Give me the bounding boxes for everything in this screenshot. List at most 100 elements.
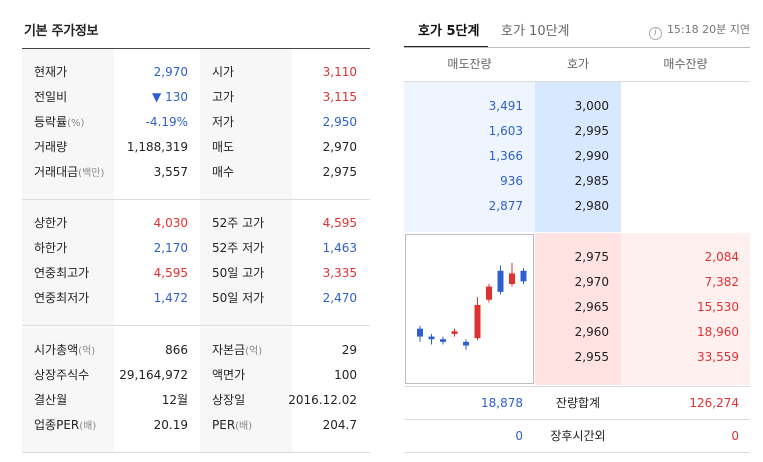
info-label: 상장일 (212, 388, 245, 413)
info-label-text: 자본금 (212, 343, 246, 357)
candle-body (486, 286, 492, 300)
info-row: 거래대금(백만) 3,557 매수 2,975 (22, 160, 370, 185)
divider (404, 419, 750, 420)
info-label-text: 등락률 (34, 115, 68, 129)
basic-stock-info-panel: 기본 주가정보 현재가 2,970 시가 3,110 전일비 ▼ 130 고가 3,115 등락… (22, 0, 370, 462)
candle-body (417, 328, 423, 337)
bid-area (621, 233, 750, 385)
candle (428, 333, 435, 345)
info-label: 매도 (212, 135, 234, 160)
divider (404, 81, 750, 82)
bid-price[interactable]: 2,970 (574, 275, 609, 289)
info-label: 52주 고가 (212, 211, 264, 236)
candle-body (520, 270, 527, 282)
info-value: 4,595 (153, 266, 188, 280)
tab-5-level[interactable]: 호가 5단계 (418, 24, 480, 39)
info-label-text: 시가총액 (34, 343, 79, 357)
info-label-text: 52주 고가 (212, 216, 265, 230)
info-label: 50일 고가 (212, 261, 264, 286)
info-label-text: 매도 (212, 140, 235, 154)
bid-price[interactable]: 2,965 (574, 300, 609, 314)
bid-price[interactable]: 2,955 (574, 350, 609, 364)
info-value: 2,970 (322, 140, 357, 154)
info-value: 2,170 (153, 241, 188, 255)
divider (404, 452, 750, 453)
info-value: 20.19 (153, 418, 188, 432)
ask-price[interactable]: 2,985 (574, 174, 609, 188)
candle-body (497, 270, 504, 292)
info-icon[interactable]: i (648, 27, 662, 40)
info-label: 52주 저가 (212, 236, 264, 261)
info-label-text: 현재가 (34, 65, 68, 79)
info-value: 866 (165, 343, 188, 357)
summary-buy-qty: 126,274 (689, 396, 739, 410)
header-buy-qty: 매수잔량 (663, 57, 708, 71)
info-label: 연중최저가 (34, 286, 89, 311)
candle (474, 297, 481, 341)
candle (509, 262, 515, 287)
label-column-bg (22, 327, 114, 453)
candle-body (428, 336, 435, 340)
info-label: 현재가 (34, 60, 67, 85)
info-label-unit: (배) (79, 421, 97, 432)
info-label: 거래대금(백만) (34, 160, 104, 185)
info-section: 현재가 2,970 시가 3,110 전일비 ▼ 130 고가 3,115 등락률(%) -4.1… (22, 49, 370, 200)
info-row: 업종PER(배) 20.19 PER(배) 204.7 (22, 413, 370, 438)
info-label: 결산월 (34, 388, 67, 413)
info-label: 자본금(억) (212, 338, 262, 363)
bid-price[interactable]: 2,960 (574, 325, 609, 339)
info-label: 액면가 (212, 363, 245, 388)
bid-price-area (535, 233, 621, 385)
info-label-text: 전일비 (34, 90, 68, 104)
label-column-bg (200, 200, 292, 326)
info-row: 연중최저가 1,472 50일 저가 2,470 (22, 286, 370, 311)
info-value: 4,030 (153, 216, 188, 230)
ask-price[interactable]: 3,000 (574, 99, 609, 113)
info-value: 3,335 (322, 266, 357, 280)
info-label-text: 매수 (212, 165, 235, 179)
ask-price[interactable]: 2,990 (574, 149, 609, 163)
delay-notice: i 15:18 20분 지연 (648, 21, 750, 40)
info-section: 시가총액(억) 866 자본금(억) 29 상장주식수 29,164,972 액면가 100 결… (22, 327, 370, 453)
label-column-bg (22, 49, 114, 200)
info-section: 상한가 4,030 52주 고가 4,595 하한가 2,170 52주 저가 1,463 연중… (22, 200, 370, 326)
info-value: 2016.12.02 (288, 393, 357, 407)
info-label-text: 연중최저가 (34, 291, 90, 305)
info-label-unit: (억) (245, 346, 263, 357)
candle (451, 328, 458, 337)
info-label: 50일 저가 (212, 286, 264, 311)
info-label-unit: (배) (235, 421, 253, 432)
info-label-text: 저가 (212, 115, 235, 129)
info-row: 거래량 1,188,319 매도 2,970 (22, 135, 370, 160)
ask-price[interactable]: 2,995 (574, 124, 609, 138)
bid-qty: 15,530 (697, 300, 739, 314)
info-value: 1,463 (322, 241, 357, 255)
info-value: 2,470 (322, 291, 357, 305)
info-value: 29,164,972 (119, 368, 188, 382)
divider (404, 47, 750, 48)
info-label-unit: (백만) (78, 168, 105, 179)
info-label-text: 시가 (212, 65, 235, 79)
info-value: 2,950 (322, 115, 357, 129)
bid-price[interactable]: 2,975 (574, 250, 609, 264)
info-label-text: 연중최고가 (34, 266, 90, 280)
ask-price-area (535, 82, 621, 232)
info-label: 하한가 (34, 236, 67, 261)
info-label: 등락률(%) (34, 110, 84, 135)
info-row: 하한가 2,170 52주 저가 1,463 (22, 236, 370, 261)
info-label: 상한가 (34, 211, 67, 236)
tab-10-level[interactable]: 호가 10단계 (501, 24, 570, 39)
info-value: 2,970 (153, 65, 188, 79)
info-label: PER(배) (212, 413, 252, 438)
ask-price[interactable]: 2,980 (574, 199, 609, 213)
info-label-text: 거래량 (34, 140, 68, 154)
header-sell-qty: 매도잔량 (447, 57, 492, 71)
candle-body (509, 273, 515, 284)
candle (417, 326, 423, 342)
info-value: 1,188,319 (126, 140, 188, 154)
info-label-text: 상장주식수 (34, 368, 90, 382)
info-label: 고가 (212, 85, 234, 110)
info-label: 연중최고가 (34, 261, 89, 286)
info-row: 시가총액(억) 866 자본금(억) 29 (22, 338, 370, 363)
header-price: 호가 (566, 57, 590, 71)
